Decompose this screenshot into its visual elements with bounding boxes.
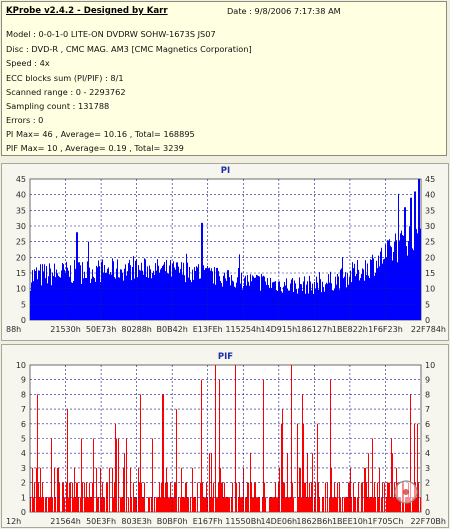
y-tick-label-right: 20	[425, 253, 435, 262]
x-tick-label: 1BEE10h	[332, 517, 368, 526]
x-tick-label: 22F784h	[411, 325, 446, 334]
y-tick-label-left: 8	[21, 390, 26, 399]
y-tick-label-right: 0	[425, 316, 430, 325]
sampling-count-line: Sampling count : 131788	[6, 101, 110, 111]
data-bars	[30, 179, 421, 320]
y-tick-label-left: 5	[21, 435, 26, 444]
y-tick-label-right: 25	[425, 238, 435, 247]
y-tick-label-right: 35	[425, 206, 435, 215]
chart-title: PI	[221, 166, 230, 176]
y-tick-label-right: 40	[425, 191, 435, 200]
y-tick-label-left: 7	[21, 405, 26, 414]
pi-chart-panel: PI 0 0 5 5 10 10 15 15 20 20 25 25 30 30 35 35 40 40 45 45 88…	[1, 163, 449, 341]
model-line: Model : 0-0-1-0 LITE-ON DVDRW SOHW-1673S…	[6, 29, 216, 39]
y-tick-label-right: 0	[425, 508, 430, 517]
y-tick-label-left: 0	[21, 508, 26, 517]
pi-chart: PI 0 0 5 5 10 10 15 15 20 20 25 25 30 30 35 35 40 40 45 45 88…	[6, 166, 446, 334]
pif-summary-line: PIF Max= 10 , Average= 0.19 , Total= 323…	[6, 143, 184, 153]
app-title: KProbe v2.4.2 - Designed by Karr	[6, 6, 168, 16]
errors-line: Errors : 0	[6, 115, 44, 125]
y-tick-label-right: 3	[425, 464, 430, 473]
y-tick-label-right: 2	[425, 479, 430, 488]
y-tick-label-left: 6	[21, 420, 26, 429]
x-tick-label: 50E73h	[86, 325, 116, 334]
disc-icon	[394, 480, 418, 504]
pif-chart: PIF 0 0 1 1 2 2 3 3 4 4 5 5 6 6 7 7 8 8 9 9 10 10 12h 21564h 50E3…	[6, 352, 446, 526]
x-tick-label: 1F705Ch	[368, 517, 404, 526]
x-tick-label: B0BF0h	[157, 517, 188, 526]
disc-line: Disc : DVD-R , CMC MAG. AM3 [CMC Magneti…	[6, 44, 252, 54]
y-tick-label-right: 4	[425, 449, 430, 458]
x-tick-label: E167Fh	[193, 517, 223, 526]
y-tick-label-left: 9	[21, 376, 26, 385]
x-tick-label: 1862B6h	[296, 517, 332, 526]
y-tick-label-right: 45	[425, 175, 435, 184]
pi-summary-line: PI Max= 46 , Average= 10.16 , Total= 168…	[6, 129, 195, 139]
y-tick-label-left: 1	[21, 493, 26, 502]
y-tick-label-left: 10	[16, 361, 26, 370]
y-tick-label-right: 10	[425, 361, 435, 370]
y-tick-label-left: 15	[16, 269, 26, 278]
y-tick-label-right: 7	[425, 405, 430, 414]
x-tick-label: E13FEh	[193, 325, 223, 334]
y-tick-label-right: 8	[425, 390, 430, 399]
y-tick-label-right: 9	[425, 376, 430, 385]
x-tick-label: 50E3Fh	[86, 517, 116, 526]
y-tick-label-left: 45	[16, 175, 26, 184]
y-tick-label-left: 2	[21, 479, 26, 488]
y-tick-label-left: 40	[16, 191, 26, 200]
x-tick-label: 21564h	[50, 517, 81, 526]
y-tick-label-left: 0	[21, 316, 26, 325]
x-tick-label: 11550Bh	[225, 517, 261, 526]
x-tick-label: 115254h	[225, 325, 261, 334]
info-panel: KProbe v2.4.2 - Designed by Karr Date : …	[1, 1, 447, 156]
chart-title: PIF	[218, 352, 233, 362]
x-tick-label: B0B42h	[157, 325, 188, 334]
x-tick-label: 14DE06h	[260, 517, 297, 526]
x-tick-label: 21530h	[50, 325, 81, 334]
x-tick-label: 186127h	[297, 325, 333, 334]
y-tick-label-left: 10	[16, 285, 26, 294]
y-tick-label-right: 5	[425, 435, 430, 444]
y-tick-label-left: 20	[16, 253, 26, 262]
y-tick-label-left: 30	[16, 222, 26, 231]
y-tick-label-left: 25	[16, 238, 26, 247]
y-tick-label-right: 10	[425, 285, 435, 294]
x-tick-label: 1BE822h	[332, 325, 368, 334]
y-tick-label-left: 5	[21, 300, 26, 309]
x-tick-label: 14D915h	[260, 325, 297, 334]
x-tick-label: 22F70Bh	[410, 517, 446, 526]
pif-chart-panel: PIF 0 0 1 1 2 2 3 3 4 4 5 5 6 6 7 7 8 8 9 9 10 10 12h 21564h 50E3…	[1, 344, 449, 528]
y-tick-label-left: 35	[16, 206, 26, 215]
y-tick-label-right: 30	[425, 222, 435, 231]
y-tick-label-right: 6	[425, 420, 430, 429]
y-tick-label-left: 3	[21, 464, 26, 473]
speed-line: Speed : 4x	[6, 58, 50, 68]
x-tick-label: 1F6F23h	[368, 325, 403, 334]
y-tick-label-right: 15	[425, 269, 435, 278]
y-tick-label-left: 4	[21, 449, 26, 458]
y-tick-label-right: 5	[425, 300, 430, 309]
scanned-range-line: Scanned range : 0 - 2293762	[6, 87, 126, 97]
y-tick-label-right: 1	[425, 493, 430, 502]
x-tick-label: 12h	[6, 517, 21, 526]
x-tick-label: 803E3h	[121, 517, 151, 526]
x-tick-label: 80288h	[121, 325, 152, 334]
ecc-line: ECC blocks sum (PI/PIF) : 8/1	[6, 73, 124, 83]
x-tick-label: 88h	[6, 325, 21, 334]
scan-date: Date : 9/8/2006 7:17:38 AM	[227, 6, 341, 16]
